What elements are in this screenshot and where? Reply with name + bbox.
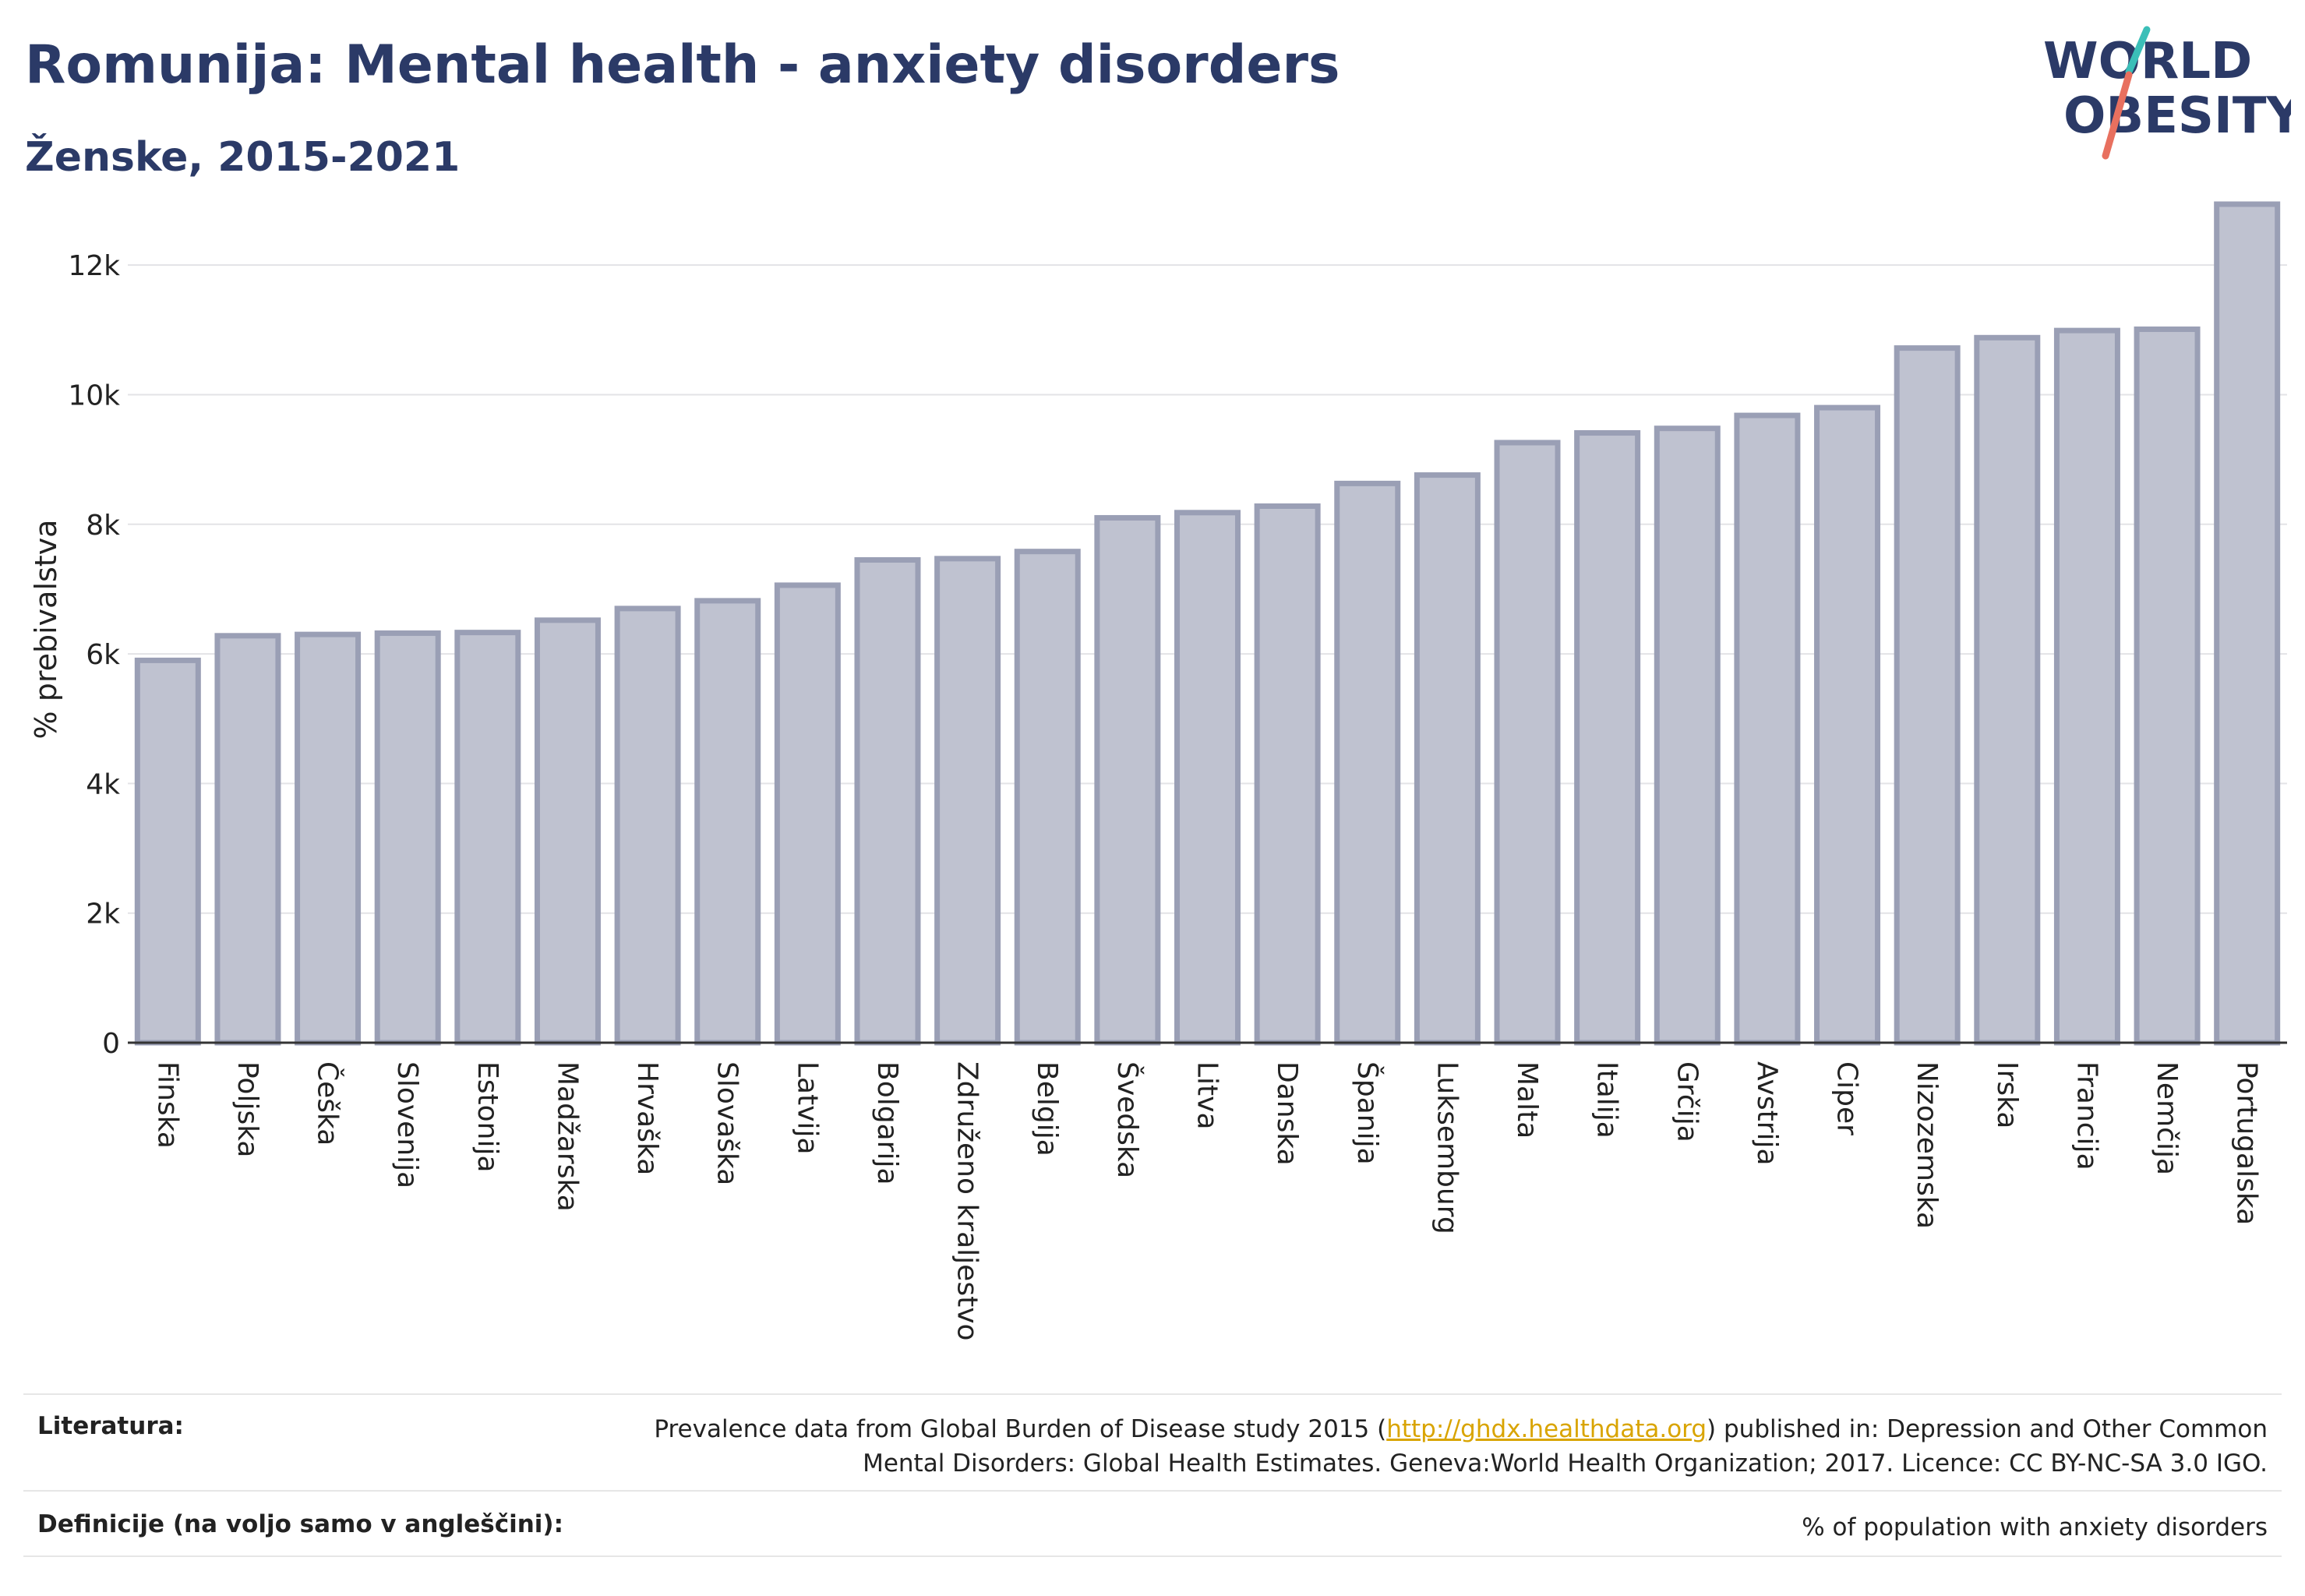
bar	[2053, 327, 2120, 1046]
y-tick-label: 6k	[86, 639, 120, 671]
sources-link[interactable]: http://ghdx.healthdata.org	[1386, 1415, 1707, 1443]
bar	[134, 657, 201, 1046]
x-tick-label: Estonija	[471, 1061, 503, 1173]
y-axis-ticks: 0 2k 4k 6k 8k 10k 12k	[68, 250, 120, 1060]
y-tick-label: 8k	[86, 510, 120, 542]
x-tick-label: Latvija	[791, 1061, 823, 1155]
bar	[1574, 430, 1641, 1046]
bar	[214, 633, 281, 1046]
x-tick-label: Malta	[1511, 1061, 1543, 1139]
bar	[934, 556, 1001, 1046]
bars	[134, 201, 2281, 1046]
x-tick-label: Francija	[2070, 1061, 2102, 1171]
world-obesity-logo: WORLD OBESITY	[2043, 26, 2291, 160]
bar	[1494, 440, 1561, 1046]
bar	[1894, 345, 1961, 1046]
logo-slash-teal	[2125, 26, 2151, 76]
x-tick-label: Grčija	[1671, 1061, 1703, 1142]
bar	[1734, 412, 1801, 1046]
footer-definitions: Definicije (na voljo samo v angleščini):…	[23, 1510, 2282, 1557]
y-tick-label: 2k	[86, 899, 120, 930]
bar	[1014, 549, 1081, 1046]
bar	[614, 606, 681, 1046]
bar	[1174, 510, 1241, 1046]
footer-divider-top	[23, 1393, 2282, 1395]
sources-text-before: Prevalence data from Global Burden of Di…	[654, 1415, 1387, 1443]
bar	[1654, 425, 1721, 1046]
x-tick-label: Irska	[1991, 1061, 2023, 1128]
x-tick-label: Španija	[1351, 1061, 1384, 1165]
logo-text-world: WORLD	[2043, 33, 2252, 90]
x-tick-label: Ciper	[1831, 1061, 1863, 1135]
bar	[1974, 334, 2041, 1046]
y-tick-label: 0	[102, 1028, 120, 1060]
bar	[774, 582, 841, 1046]
x-tick-label: Avstrija	[1751, 1061, 1783, 1166]
x-tick-label: Portugalska	[2231, 1061, 2263, 1225]
y-tick-label: 12k	[68, 250, 120, 282]
sources-text: Prevalence data from Global Burden of Di…	[654, 1412, 2268, 1481]
bar	[1334, 480, 1401, 1046]
bar-chart: 0 2k 4k 6k 8k 10k 12k Finska Poljska Češka Sloven…	[29, 201, 2287, 1341]
bar	[854, 557, 921, 1046]
definitions-label: Definicije (na voljo samo v angleščini):	[37, 1510, 563, 1538]
x-tick-label: Bolgarija	[871, 1061, 903, 1185]
y-tick-label: 10k	[68, 380, 120, 411]
x-tick-label: Slovenija	[391, 1061, 423, 1188]
bar	[1254, 503, 1321, 1046]
bar	[534, 617, 601, 1046]
x-tick-label: Švedska	[1111, 1061, 1144, 1178]
x-tick-label: Nizozemska	[1911, 1061, 1943, 1229]
bar	[2214, 201, 2281, 1046]
x-tick-label: Hrvaška	[631, 1061, 663, 1175]
sources-text-after: ) published in: Depression and Other Com…	[1707, 1415, 2268, 1443]
footer-sources: Literatura: Prevalence data from Global …	[23, 1412, 2282, 1490]
x-tick-label: Litva	[1191, 1061, 1223, 1130]
bar	[295, 631, 362, 1046]
y-axis-label: % prebivalstva	[29, 520, 63, 740]
page-subtitle: Ženske, 2015-2021	[25, 134, 461, 181]
footer-divider-bottom	[23, 1555, 2282, 1557]
x-axis-ticks: Finska Poljska Češka Slovenija Estonija Madža…	[151, 1061, 2262, 1341]
x-tick-label: Danska	[1271, 1061, 1303, 1166]
sources-text-line2: Mental Disorders: Global Health Estimate…	[863, 1449, 2268, 1478]
x-tick-label: Češka	[312, 1061, 344, 1146]
bar	[2134, 326, 2201, 1046]
x-tick-label: Finska	[151, 1061, 183, 1149]
x-tick-label: Združeno kraljestvo	[951, 1061, 983, 1341]
x-tick-label: Luksemburg	[1431, 1061, 1463, 1234]
bar	[1094, 514, 1161, 1046]
footer-divider-middle	[23, 1490, 2282, 1492]
bar	[374, 630, 441, 1046]
x-tick-label: Madžarska	[551, 1061, 583, 1212]
logo-slash-coral	[2102, 71, 2133, 160]
bar	[1414, 472, 1481, 1046]
x-tick-label: Italija	[1591, 1061, 1623, 1139]
x-tick-label: Slovaška	[711, 1061, 743, 1185]
page-title: Romunija: Mental health - anxiety disord…	[25, 34, 1340, 96]
x-tick-label: Nemčija	[2151, 1061, 2183, 1175]
x-tick-label: Belgija	[1031, 1061, 1063, 1156]
y-tick-label: 4k	[86, 768, 120, 800]
sources-label: Literatura:	[37, 1412, 184, 1440]
bar	[454, 630, 521, 1046]
logo-text-obesity: OBESITY	[2063, 87, 2291, 145]
bar	[694, 598, 761, 1046]
definitions-text: % of population with anxiety disorders	[1802, 1513, 2268, 1541]
bar	[1814, 404, 1881, 1046]
x-tick-label: Poljska	[231, 1061, 263, 1158]
